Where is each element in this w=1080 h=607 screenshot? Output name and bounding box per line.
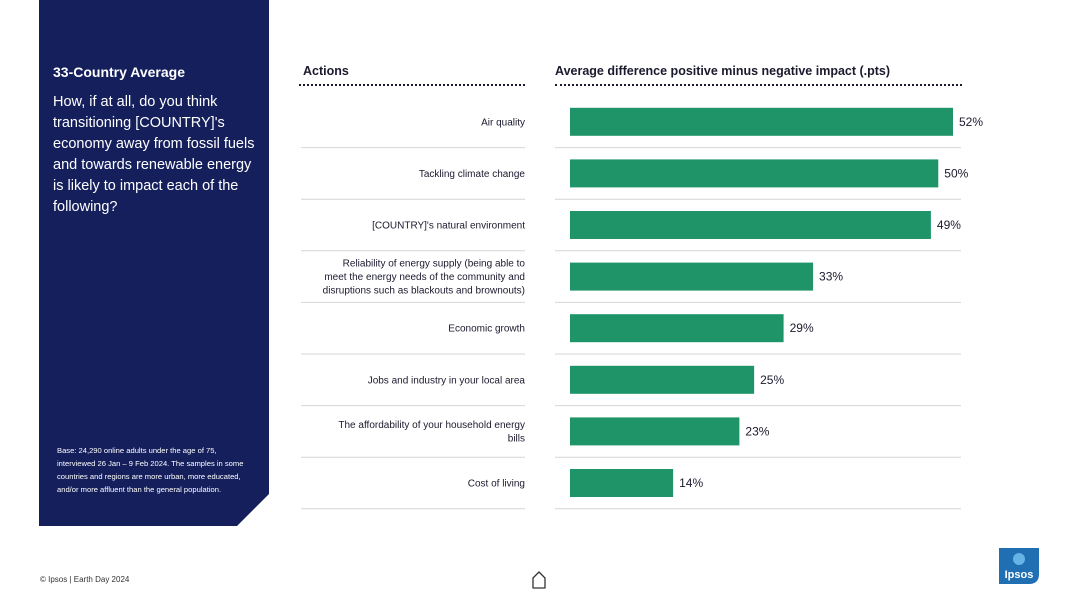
- side-panel: 33-Country Average How, if at all, do yo…: [39, 0, 269, 526]
- category-label: The affordability of your household ener…: [338, 420, 525, 445]
- panel-title: 33-Country Average: [53, 64, 186, 80]
- category-label: Tackling climate change: [419, 169, 526, 180]
- base-note: Base: 24,290 online adults under the age…: [57, 446, 244, 494]
- value-label: 25%: [760, 373, 784, 387]
- category-label: Economic growth: [448, 324, 525, 335]
- bar: [570, 417, 740, 446]
- category-label: Jobs and industry in your local area: [368, 375, 526, 386]
- home-icon[interactable]: [530, 570, 548, 590]
- category-label: Cost of living: [468, 479, 525, 490]
- bar: [570, 262, 814, 291]
- value-label: 14%: [679, 476, 703, 490]
- footer-copyright: © Ipsos | Earth Day 2024: [40, 575, 130, 584]
- bar: [570, 314, 784, 343]
- value-label: 23%: [745, 424, 769, 438]
- actions-header: Actions: [299, 64, 525, 86]
- metric-header: Average difference positive minus negati…: [555, 64, 962, 86]
- bar: [570, 107, 953, 136]
- category-label: Air quality: [481, 117, 525, 128]
- value-label: 50%: [944, 166, 968, 180]
- logo-text: Ipsos: [1005, 569, 1034, 581]
- bar: [570, 365, 755, 394]
- value-label: 49%: [937, 218, 961, 232]
- survey-question: How, if at all, do you think transitioni…: [53, 94, 255, 215]
- value-label: 33%: [819, 270, 843, 284]
- bar: [570, 211, 931, 239]
- value-label: 29%: [790, 321, 814, 335]
- bar: [570, 159, 939, 188]
- ipsos-logo: Ipsos: [999, 548, 1039, 584]
- value-label: 52%: [959, 115, 983, 129]
- category-label: [COUNTRY]'s natural environment: [372, 221, 525, 232]
- bar: [570, 469, 674, 497]
- category-label: Reliability of energy supply (being able…: [323, 259, 526, 297]
